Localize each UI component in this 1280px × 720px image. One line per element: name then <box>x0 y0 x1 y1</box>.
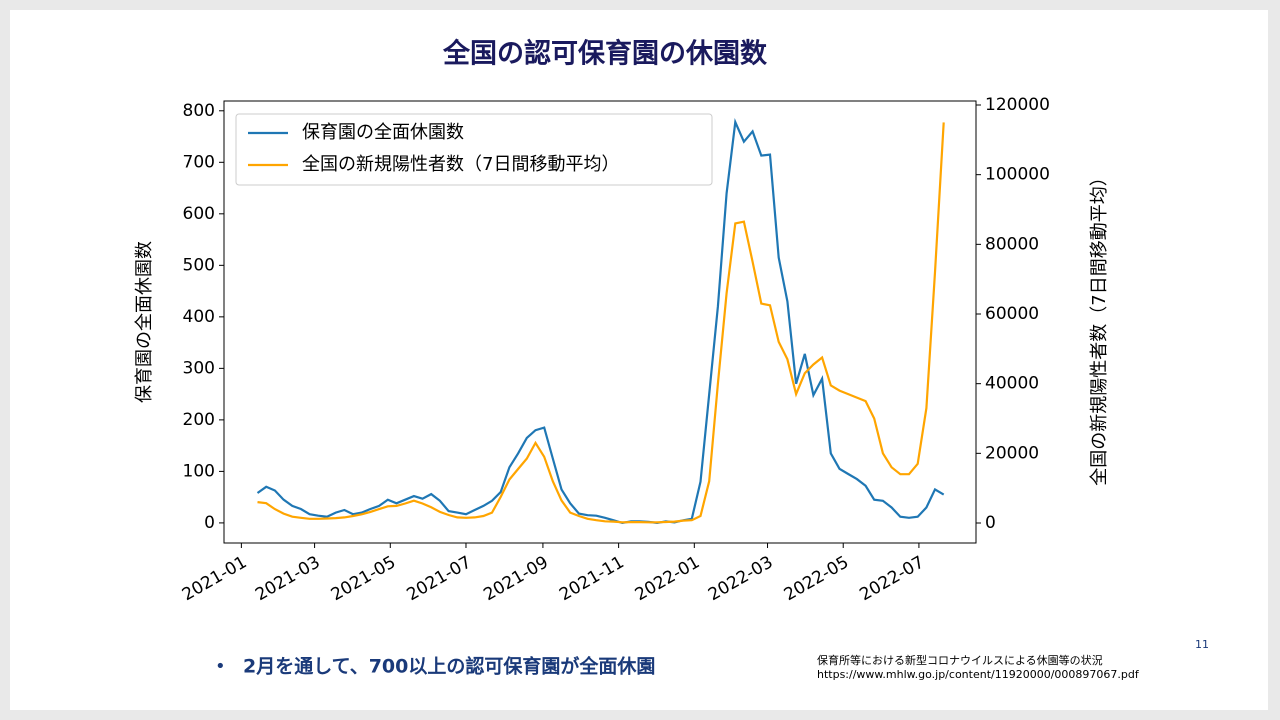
bullet-dot: • <box>215 656 226 677</box>
x-tick-label: 2022-01 <box>632 552 704 605</box>
legend-label: 全国の新規陽性者数（7日間移動平均） <box>302 154 619 175</box>
y2-tick-label: 60000 <box>985 304 1039 324</box>
x-tick-label: 2021-07 <box>403 552 475 605</box>
x-tick-label: 2021-11 <box>556 552 628 605</box>
y-tick-label: 800 <box>183 101 215 121</box>
y-tick-label: 200 <box>183 410 215 430</box>
bullet: 2月を通して、700以上の認可保育園が全面休園 <box>243 655 655 678</box>
y-axis-label: 保育園の全面休園数 <box>134 241 155 403</box>
y-tick-label: 500 <box>183 255 215 275</box>
chart-title: 全国の認可保育園の休園数 <box>442 38 768 70</box>
y2-axis-label: 全国の新規陽性者数（7日間移動平均） <box>1089 168 1110 485</box>
source: 保育所等における新型コロナウイルスによる休園等の状況 <box>817 653 1103 667</box>
y2-tick-label: 0 <box>985 513 996 533</box>
slide: 全国の認可保育園の休園数 • 2月を通して、700以上の認可保育園が全面休園 保… <box>10 10 1268 710</box>
chart: 全国の認可保育園の休園数 • 2月を通して、700以上の認可保育園が全面休園 保… <box>134 38 1209 682</box>
line-series <box>257 122 945 524</box>
y2-tick-label: 80000 <box>985 234 1039 254</box>
y2-tick-label: 40000 <box>985 374 1039 394</box>
x-tick-label: 2021-01 <box>179 552 251 605</box>
y-tick-label: 100 <box>183 461 215 481</box>
source: https://www.mhlw.go.jp/content/11920000/… <box>817 668 1140 681</box>
y-tick-label: 700 <box>183 152 215 172</box>
x-tick-label: 2022-03 <box>705 552 777 605</box>
plot-frame <box>223 100 977 544</box>
x-tick-label: 2021-09 <box>480 552 552 605</box>
y-tick-label: 600 <box>183 204 215 224</box>
page-number: 11 <box>1195 638 1209 651</box>
legend-box <box>235 113 713 186</box>
line-series <box>256 117 945 525</box>
x-tick-label: 2022-05 <box>781 552 853 605</box>
y-tick-label: 400 <box>183 307 215 327</box>
y2-tick-label: 20000 <box>985 443 1039 463</box>
y2-tick-label: 100000 <box>985 165 1050 185</box>
x-tick-label: 2021-03 <box>252 552 324 605</box>
y2-tick-label: 120000 <box>985 95 1050 115</box>
y-tick-label: 0 <box>204 513 215 533</box>
y-tick-label: 300 <box>183 358 215 378</box>
x-tick-label: 2021-05 <box>328 552 400 605</box>
legend-label: 保育園の全面休園数 <box>302 122 464 143</box>
x-tick-label: 2022-07 <box>856 552 928 605</box>
